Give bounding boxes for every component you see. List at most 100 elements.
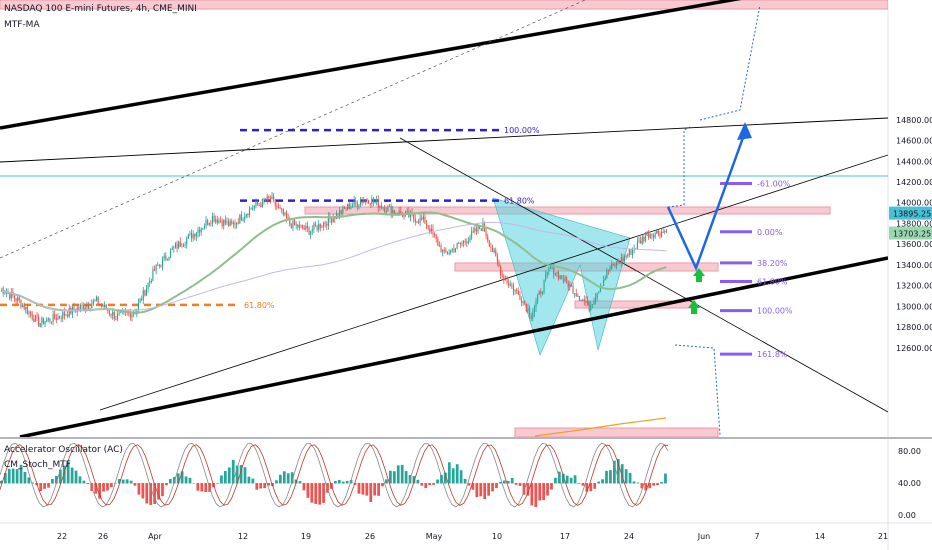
fib-level-label: 38.20% bbox=[757, 259, 788, 268]
candle-body bbox=[353, 200, 355, 206]
candle-body bbox=[239, 214, 241, 224]
oscillator-bar bbox=[345, 480, 349, 484]
candle-body bbox=[41, 317, 43, 324]
oscillator-tick-label: 0.00 bbox=[898, 511, 916, 520]
candle-body bbox=[366, 199, 368, 201]
candle-body bbox=[199, 229, 201, 233]
candle-body bbox=[561, 275, 563, 280]
candle-body bbox=[207, 220, 209, 225]
oscillator-bar bbox=[491, 483, 494, 492]
candle-body bbox=[256, 201, 259, 205]
oscillator-bar bbox=[165, 483, 168, 486]
candle-body bbox=[38, 316, 40, 327]
oscillator-bar bbox=[522, 483, 526, 495]
price-tick-label: 14200.00 bbox=[896, 178, 932, 187]
candle-body bbox=[86, 305, 88, 309]
price-tick-label: 14400.00 bbox=[896, 157, 932, 166]
candle-body bbox=[5, 292, 8, 294]
candle-body bbox=[157, 264, 159, 266]
oscillator-bar bbox=[267, 483, 270, 486]
candle-body bbox=[273, 196, 275, 200]
oscillator-bar bbox=[648, 483, 652, 489]
candle-body bbox=[611, 263, 613, 269]
stoch-d-line bbox=[0, 444, 669, 506]
candle-body bbox=[445, 250, 447, 253]
candle-body bbox=[554, 273, 556, 275]
candle-body bbox=[99, 304, 101, 306]
candle-body bbox=[585, 300, 587, 303]
oscillator-bar bbox=[620, 464, 624, 484]
oscillator-bar bbox=[440, 474, 443, 484]
candle-body bbox=[279, 207, 281, 209]
candle-body bbox=[659, 234, 661, 237]
main-pane[interactable] bbox=[0, 0, 888, 437]
oscillator-bar bbox=[322, 483, 325, 503]
candle-body bbox=[546, 271, 548, 275]
oscillator-bar bbox=[640, 483, 644, 489]
candle-body bbox=[500, 266, 502, 276]
candle-body bbox=[327, 216, 329, 226]
oscillator-bar bbox=[467, 483, 471, 486]
candle-body bbox=[10, 292, 12, 299]
oscillator-bar bbox=[94, 483, 98, 494]
candle-body bbox=[609, 268, 611, 271]
candle-body bbox=[363, 200, 365, 203]
candle-body bbox=[318, 223, 320, 230]
indicator-accelerator-oscillator[interactable]: Accelerator Oscillator (AC) bbox=[4, 445, 123, 455]
candle-body bbox=[359, 201, 362, 206]
candle-body bbox=[350, 206, 352, 210]
oscillator-bar bbox=[341, 481, 345, 484]
candle-body bbox=[25, 306, 27, 310]
candle-body bbox=[417, 221, 420, 223]
candle-body bbox=[385, 211, 387, 213]
candle-body bbox=[252, 208, 254, 210]
candle-body bbox=[630, 249, 632, 255]
oscillator-bar bbox=[424, 483, 428, 489]
candle-body bbox=[379, 205, 381, 208]
oscillator-bar bbox=[334, 480, 337, 484]
candle-body bbox=[580, 300, 582, 302]
oscillator-bar bbox=[447, 462, 451, 484]
candle-body bbox=[340, 210, 342, 214]
price-axis[interactable] bbox=[888, 0, 932, 550]
candle-body bbox=[21, 304, 24, 308]
candle-body bbox=[184, 244, 186, 246]
candle-body bbox=[313, 223, 315, 230]
candle-body bbox=[517, 290, 519, 295]
candle-body bbox=[277, 206, 280, 208]
candle-body bbox=[63, 312, 65, 316]
oscillator-bar bbox=[644, 483, 648, 491]
oscillator-bar bbox=[161, 483, 164, 497]
candle-body bbox=[364, 199, 366, 201]
candle-body bbox=[380, 205, 383, 209]
candle-body bbox=[356, 202, 358, 207]
indicator-cm-stoch-mtf[interactable]: CM_Stoch_MTF bbox=[4, 460, 71, 470]
candle-body bbox=[39, 323, 41, 327]
candle-body bbox=[17, 297, 19, 302]
oscillator-bar bbox=[310, 483, 314, 503]
candle-body bbox=[326, 223, 328, 226]
trendline-descending bbox=[399, 137, 888, 413]
oscillator-bar bbox=[392, 471, 396, 484]
price-tag-label: 13703.25 bbox=[893, 230, 931, 239]
candle-body bbox=[141, 299, 143, 301]
oscillator-bar bbox=[27, 477, 31, 484]
oscillator-bar bbox=[7, 468, 11, 484]
candle-body bbox=[535, 301, 537, 308]
fib-level-label: -61.00% bbox=[757, 180, 791, 189]
candle-body bbox=[226, 221, 228, 224]
indicator-mtf-ma[interactable]: MTF-MA bbox=[4, 20, 40, 30]
oscillator-bar bbox=[168, 478, 172, 484]
candle-body bbox=[195, 233, 197, 237]
oscillator-bar bbox=[554, 477, 557, 484]
candle-body bbox=[376, 199, 378, 202]
candle-body bbox=[512, 286, 515, 292]
candle-body bbox=[310, 231, 312, 235]
candle-body bbox=[514, 289, 516, 292]
candle-body bbox=[13, 295, 16, 299]
candle-body bbox=[351, 205, 354, 207]
candle-body bbox=[231, 220, 233, 224]
candle-body bbox=[89, 307, 91, 309]
candle-body bbox=[586, 300, 589, 303]
